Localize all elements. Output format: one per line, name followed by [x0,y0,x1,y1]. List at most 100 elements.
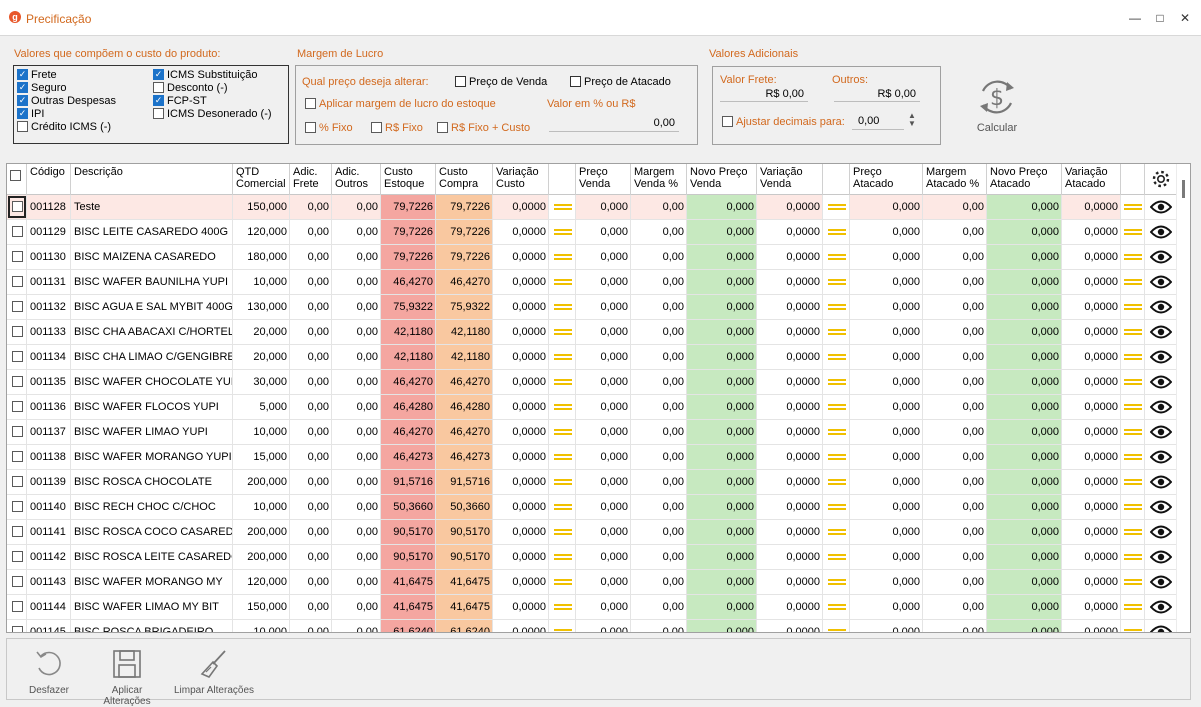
apply-value-button[interactable] [1121,545,1145,569]
apply-value-button[interactable] [823,295,850,319]
apply-value-button[interactable] [1121,320,1145,344]
checkbox-icon[interactable] [11,425,23,437]
row-checkbox[interactable] [7,220,27,244]
view-details-button[interactable] [1145,545,1177,569]
column-settings-button[interactable] [1145,164,1177,195]
table-row[interactable]: 001135 BISC WAFER CHOCOLATE YUPI 30,000 0,0… [7,370,1177,395]
aplicar-margem-checkbox[interactable]: Aplicar margem de lucro do estoque [305,97,496,110]
apply-value-button[interactable] [1121,220,1145,244]
table-row[interactable]: 001130 BISC MAIZENA CASAREDO 180,000 0,00 0,… [7,245,1177,270]
row-checkbox[interactable] [7,345,27,369]
view-details-button[interactable] [1145,270,1177,294]
checkbox-icon[interactable] [11,525,23,537]
rs-fixo-option[interactable]: R$ Fixo [371,121,423,134]
maximize-button[interactable]: □ [1156,11,1164,25]
table-row[interactable]: 001139 BISC ROSCA CHOCOLATE 200,000 0,00 0,0… [7,470,1177,495]
column-header-novo-preco-venda[interactable]: Novo Preço Venda [687,164,757,195]
view-details-button[interactable] [1145,570,1177,594]
column-header-variacao-atacado[interactable]: Variação Atacado [1062,164,1121,195]
apply-value-button[interactable] [1121,370,1145,394]
custo-option-checkbox[interactable]: ✓ FCP-ST [153,94,207,107]
table-row[interactable]: 001132 BISC AGUA E SAL MYBIT 400G 130,000 0… [7,295,1177,320]
view-details-button[interactable] [1145,245,1177,269]
preco-atacado-checkbox[interactable]: ✓ Preço de Atacado [570,75,671,88]
apply-value-button[interactable] [823,445,850,469]
view-details-button[interactable] [1145,445,1177,469]
table-row[interactable]: 001128 Teste 150,000 0,00 0,00 79,7226 79,7226… [7,195,1177,220]
row-checkbox[interactable] [7,595,27,619]
ajustar-decimais-checkbox[interactable]: Ajustar decimais para: [722,115,845,128]
apply-value-button[interactable] [1121,345,1145,369]
apply-value-button[interactable] [549,470,576,494]
ajustar-decimais-input[interactable] [852,112,904,130]
view-details-button[interactable] [1145,395,1177,419]
apply-value-button[interactable] [823,570,850,594]
apply-value-button[interactable] [549,420,576,444]
apply-value-button[interactable] [823,420,850,444]
scrollbar-thumb[interactable] [1182,180,1185,198]
row-checkbox[interactable] [7,545,27,569]
custo-option-checkbox[interactable]: ✓ Seguro [17,81,66,94]
apply-value-button[interactable] [549,570,576,594]
row-checkbox[interactable] [7,370,27,394]
apply-value-button[interactable] [549,295,576,319]
row-checkbox[interactable] [7,420,27,444]
custo-option-checkbox[interactable]: ✓ Frete [17,68,57,81]
custo-option-checkbox[interactable]: ✓ IPI [17,107,44,120]
table-row[interactable]: 001133 BISC CHA ABACAXI C/HORTELA 20,000 0,… [7,320,1177,345]
apply-value-button[interactable] [549,270,576,294]
apply-value-button[interactable] [823,495,850,519]
apply-value-button[interactable] [549,495,576,519]
row-checkbox[interactable] [7,320,27,344]
column-header-descricao[interactable]: Descrição [71,164,233,195]
apply-value-button[interactable] [823,620,850,632]
column-header-qtd[interactable]: QTD Comercial [233,164,290,195]
frete-input[interactable] [720,86,808,102]
apply-value-button[interactable] [549,345,576,369]
row-checkbox[interactable] [7,495,27,519]
checkbox-icon[interactable] [11,275,23,287]
checkbox-icon[interactable] [11,625,23,632]
apply-value-button[interactable] [823,220,850,244]
row-checkbox[interactable] [7,270,27,294]
apply-value-button[interactable] [1121,520,1145,544]
view-details-button[interactable] [1145,345,1177,369]
apply-value-button[interactable] [1121,495,1145,519]
table-row[interactable]: 001143 BISC WAFER MORANGO MY 120,000 0,00 0,… [7,570,1177,595]
minimize-button[interactable]: — [1129,11,1141,25]
checkbox-icon[interactable] [11,450,23,462]
checkbox-icon[interactable] [11,375,23,387]
apply-value-button[interactable] [1121,595,1145,619]
vertical-scrollbar[interactable] [1176,164,1190,632]
apply-value-button[interactable] [823,345,850,369]
row-checkbox[interactable] [7,570,27,594]
view-details-button[interactable] [1145,320,1177,344]
apply-value-button[interactable] [1121,395,1145,419]
custo-option-checkbox[interactable]: Desconto (-) [153,81,228,94]
view-details-button[interactable] [1145,370,1177,394]
row-checkbox[interactable] [7,470,27,494]
table-row[interactable]: 001138 BISC WAFER MORANGO YUPI 15,000 0,00 0… [7,445,1177,470]
view-details-button[interactable] [1145,295,1177,319]
table-row[interactable]: 001142 BISC ROSCA LEITE CASAREDO 200,000 0,… [7,545,1177,570]
checkbox-icon[interactable] [11,475,23,487]
view-details-button[interactable] [1145,495,1177,519]
apply-value-button[interactable] [1121,470,1145,494]
table-row[interactable]: 001140 BISC RECH CHOC C/CHOC 10,000 0,00 0,0… [7,495,1177,520]
apply-value-button[interactable] [823,370,850,394]
apply-value-button[interactable] [1121,420,1145,444]
apply-value-button[interactable] [549,195,576,219]
apply-value-button[interactable] [549,395,576,419]
desfazer-button[interactable]: Desfazer [25,647,73,696]
row-checkbox[interactable] [7,295,27,319]
view-details-button[interactable] [1145,420,1177,444]
apply-value-button[interactable] [1121,570,1145,594]
checkbox-icon[interactable] [11,575,23,587]
table-row[interactable]: 001129 BISC LEITE CASAREDO 400G 120,000 0,0… [7,220,1177,245]
checkbox-icon[interactable] [11,225,23,237]
row-checkbox[interactable] [7,195,27,219]
close-button[interactable]: ✕ [1179,11,1191,25]
table-row[interactable]: 001136 BISC WAFER FLOCOS YUPI 5,000 0,00 0,0… [7,395,1177,420]
valor-input[interactable] [549,114,679,132]
table-row[interactable]: 001141 BISC ROSCA COCO CASAREDO 200,000 0,0… [7,520,1177,545]
